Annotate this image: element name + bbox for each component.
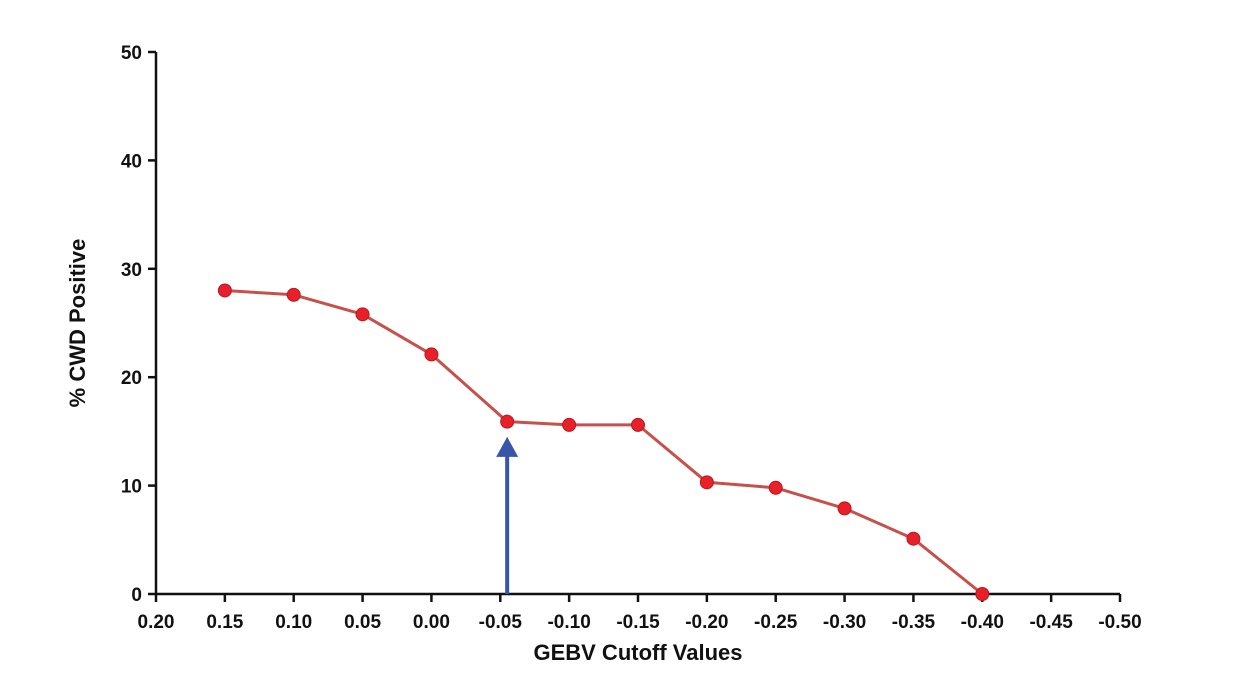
x-tick-label: -0.25 (754, 612, 798, 633)
data-point (975, 587, 990, 601)
x-tick-label: -0.35 (892, 612, 936, 633)
x-tick-label: -0.50 (1098, 612, 1141, 633)
data-point (355, 307, 370, 322)
data-point (286, 287, 301, 302)
annotation-arrow-head (496, 436, 519, 457)
series-line (224, 289, 984, 596)
data-point (562, 417, 577, 432)
y-tick-label: 50 (121, 43, 142, 64)
data-point (768, 480, 783, 495)
x-tick-label: -0.05 (479, 612, 523, 633)
x-tick-label: 0.10 (275, 612, 312, 633)
y-tick-label: 10 (121, 477, 142, 498)
y-tick-label: 0 (131, 585, 142, 606)
x-tick-label: 0.05 (344, 612, 381, 633)
x-tick-label: 0.15 (206, 612, 243, 633)
x-tick-label: -0.15 (616, 612, 660, 633)
data-point (424, 347, 439, 362)
x-tick-label: -0.20 (685, 612, 728, 633)
x-tick-label: -0.30 (823, 612, 866, 633)
x-tick-label: 0.00 (413, 612, 450, 633)
axes (154, 52, 1120, 596)
data-point (906, 531, 921, 546)
y-axis-title: % CWD Positive (65, 239, 90, 408)
data-point (631, 417, 645, 432)
x-tick-label: -0.40 (961, 612, 1004, 633)
y-tick-label: 30 (121, 260, 142, 281)
data-point (500, 414, 515, 429)
data-point (217, 283, 232, 298)
x-axis-title: GEBV Cutoff Values (533, 640, 742, 665)
x-tick-label: 0.20 (138, 612, 175, 633)
x-tick-label: -0.45 (1029, 612, 1073, 633)
data-point (699, 475, 714, 490)
annotations (496, 436, 519, 594)
y-ticks: 0 10 20 30 40 50 (121, 43, 156, 606)
y-tick-label: 20 (121, 368, 142, 389)
series (217, 283, 990, 601)
x-tick-label: -0.10 (547, 612, 590, 633)
y-tick-label: 40 (121, 151, 142, 172)
x-ticks: 0.20 0.15 0.10 0.05 0.00 -0.05 -0.10 -0.15 -0.20… (138, 594, 1142, 633)
data-point (837, 501, 852, 516)
